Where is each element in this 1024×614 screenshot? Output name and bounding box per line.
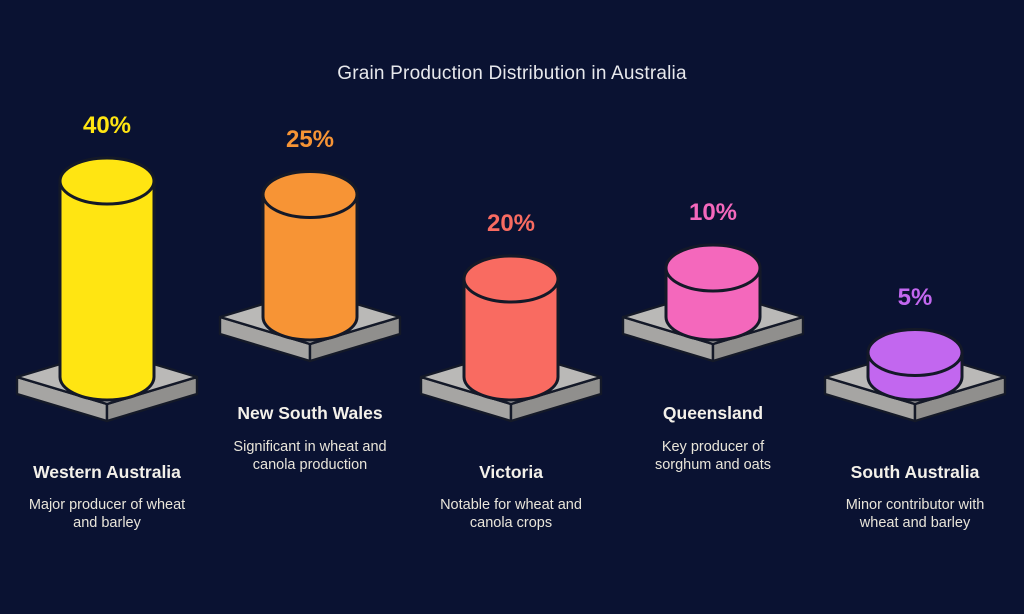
region-column-new-south-wales: 25% New South Wales Significant in wheat… <box>205 0 415 614</box>
cylinder-top-cap-3 <box>664 243 762 293</box>
region-description: Minor contributor with wheat and barley <box>845 497 985 531</box>
percent-label: 10% <box>688 199 738 226</box>
percent-label: 40% <box>82 112 132 139</box>
cylinder-top-cap-1 <box>261 170 359 219</box>
region-column-western-australia: 40% Western Australia Major producer of … <box>2 0 212 614</box>
percent-label: 25% <box>285 125 335 153</box>
region-column-south-australia: 5% South Australia Minor contributor wit… <box>810 0 1020 614</box>
region-name: South Australia <box>850 462 980 482</box>
region-description: Notable for wheat and canola crops <box>440 497 582 531</box>
region-description: Major producer of wheat and barley <box>28 497 186 531</box>
percent-label: 20% <box>486 210 536 237</box>
region-name: Victoria <box>479 462 543 482</box>
cylinder-top-cap-2 <box>462 254 560 304</box>
cylinder-top-cap-0 <box>58 156 156 206</box>
chart-title: Grain Production Distribution in Austral… <box>337 63 687 84</box>
region-name: Queensland <box>662 403 764 423</box>
region-description: Key producer of sorghum and oats <box>654 439 772 473</box>
cylinder-top-cap-4 <box>866 328 964 377</box>
region-name: Western Australia <box>33 462 181 482</box>
region-column-queensland: 10% Queensland Key producer of sorghum a… <box>608 0 818 614</box>
percent-label: 5% <box>897 283 933 311</box>
region-description: Significant in wheat and canola producti… <box>233 439 387 473</box>
region-name: New South Wales <box>237 403 383 423</box>
region-column-victoria: 20% Victoria Notable for wheat and canol… <box>406 0 616 614</box>
